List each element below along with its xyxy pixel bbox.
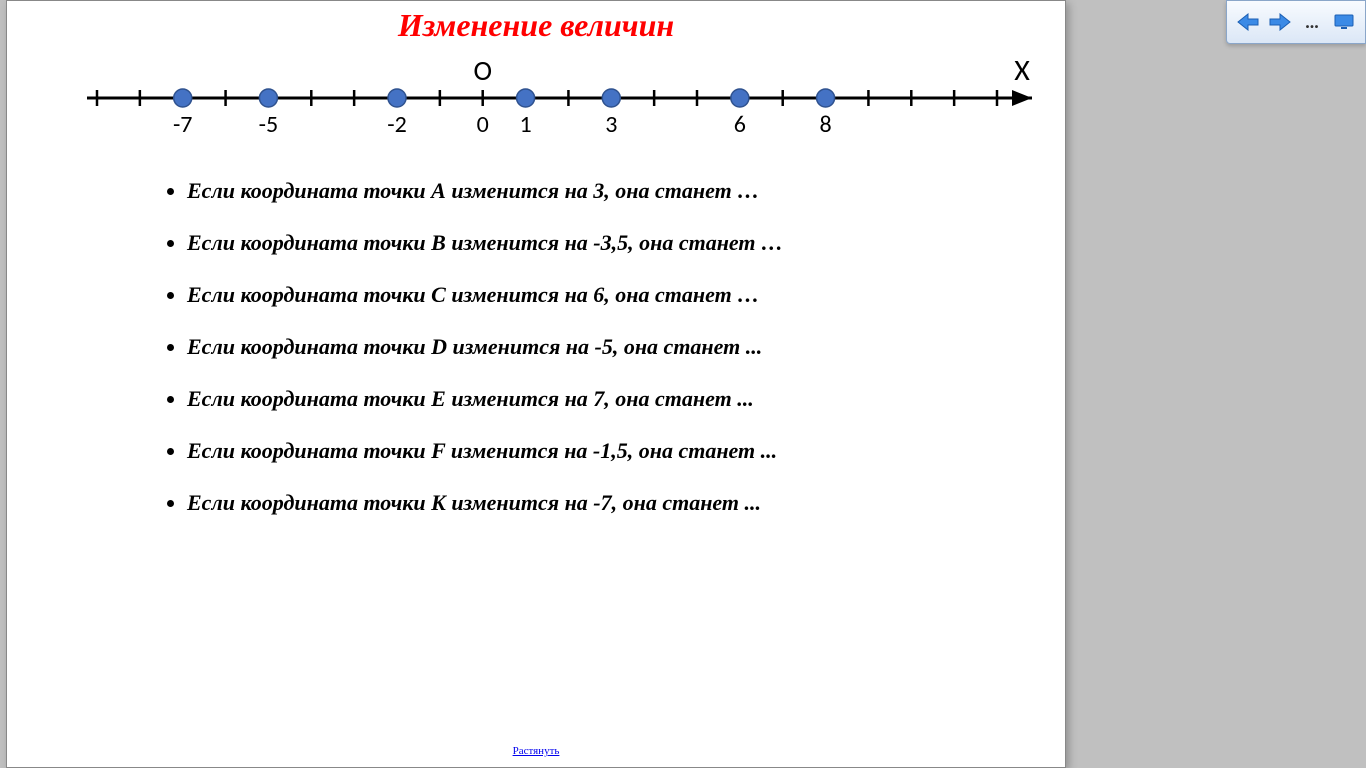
nav-back-button[interactable] (1233, 8, 1263, 36)
stretch-link[interactable]: Растянуть (7, 745, 1065, 757)
number-line: -7 -5 -2 0 1 3 6 8 O X (7, 48, 1067, 158)
svg-text:6: 6 (734, 110, 746, 139)
svg-text:0: 0 (477, 110, 489, 139)
svg-text:-5: -5 (259, 110, 279, 139)
menu-button[interactable]: ... (1297, 8, 1327, 36)
slide-title: Изменение величин (7, 7, 1065, 44)
bullet-item: Если координата точки А изменится на 3, … (187, 178, 1065, 204)
arrow-right-icon (1269, 13, 1291, 31)
number-line-container: -7 -5 -2 0 1 3 6 8 O X (7, 48, 1065, 158)
svg-text:-2: -2 (387, 110, 407, 139)
bullet-item: Если координата точки С изменится на 6, … (187, 282, 1065, 308)
svg-text:X: X (1014, 52, 1030, 89)
bullet-item: Если координата точки F изменится на -1,… (187, 438, 1065, 464)
bullet-item: Если координата точки В изменится на -3,… (187, 230, 1065, 256)
svg-text:3: 3 (605, 110, 617, 139)
bullet-item: Если координата точки E изменится на 7, … (187, 386, 1065, 412)
svg-text:-7: -7 (173, 110, 193, 139)
svg-text:8: 8 (819, 110, 831, 139)
present-button[interactable] (1329, 8, 1359, 36)
bullet-item: Если координата точки D изменится на -5,… (187, 334, 1065, 360)
bullet-list: Если координата точки А изменится на 3, … (187, 178, 1065, 516)
bullet-item: Если координата точки K изменится на -7,… (187, 490, 1065, 516)
nav-forward-button[interactable] (1265, 8, 1295, 36)
svg-text:1: 1 (519, 110, 531, 139)
presenter-toolbar: ... (1226, 0, 1366, 44)
monitor-icon (1334, 14, 1354, 30)
svg-text:O: O (473, 53, 492, 88)
slide-stage: Изменение величин -7 -5 -2 0 1 3 6 8 O X Если коо… (6, 0, 1066, 768)
arrow-left-icon (1237, 13, 1259, 31)
